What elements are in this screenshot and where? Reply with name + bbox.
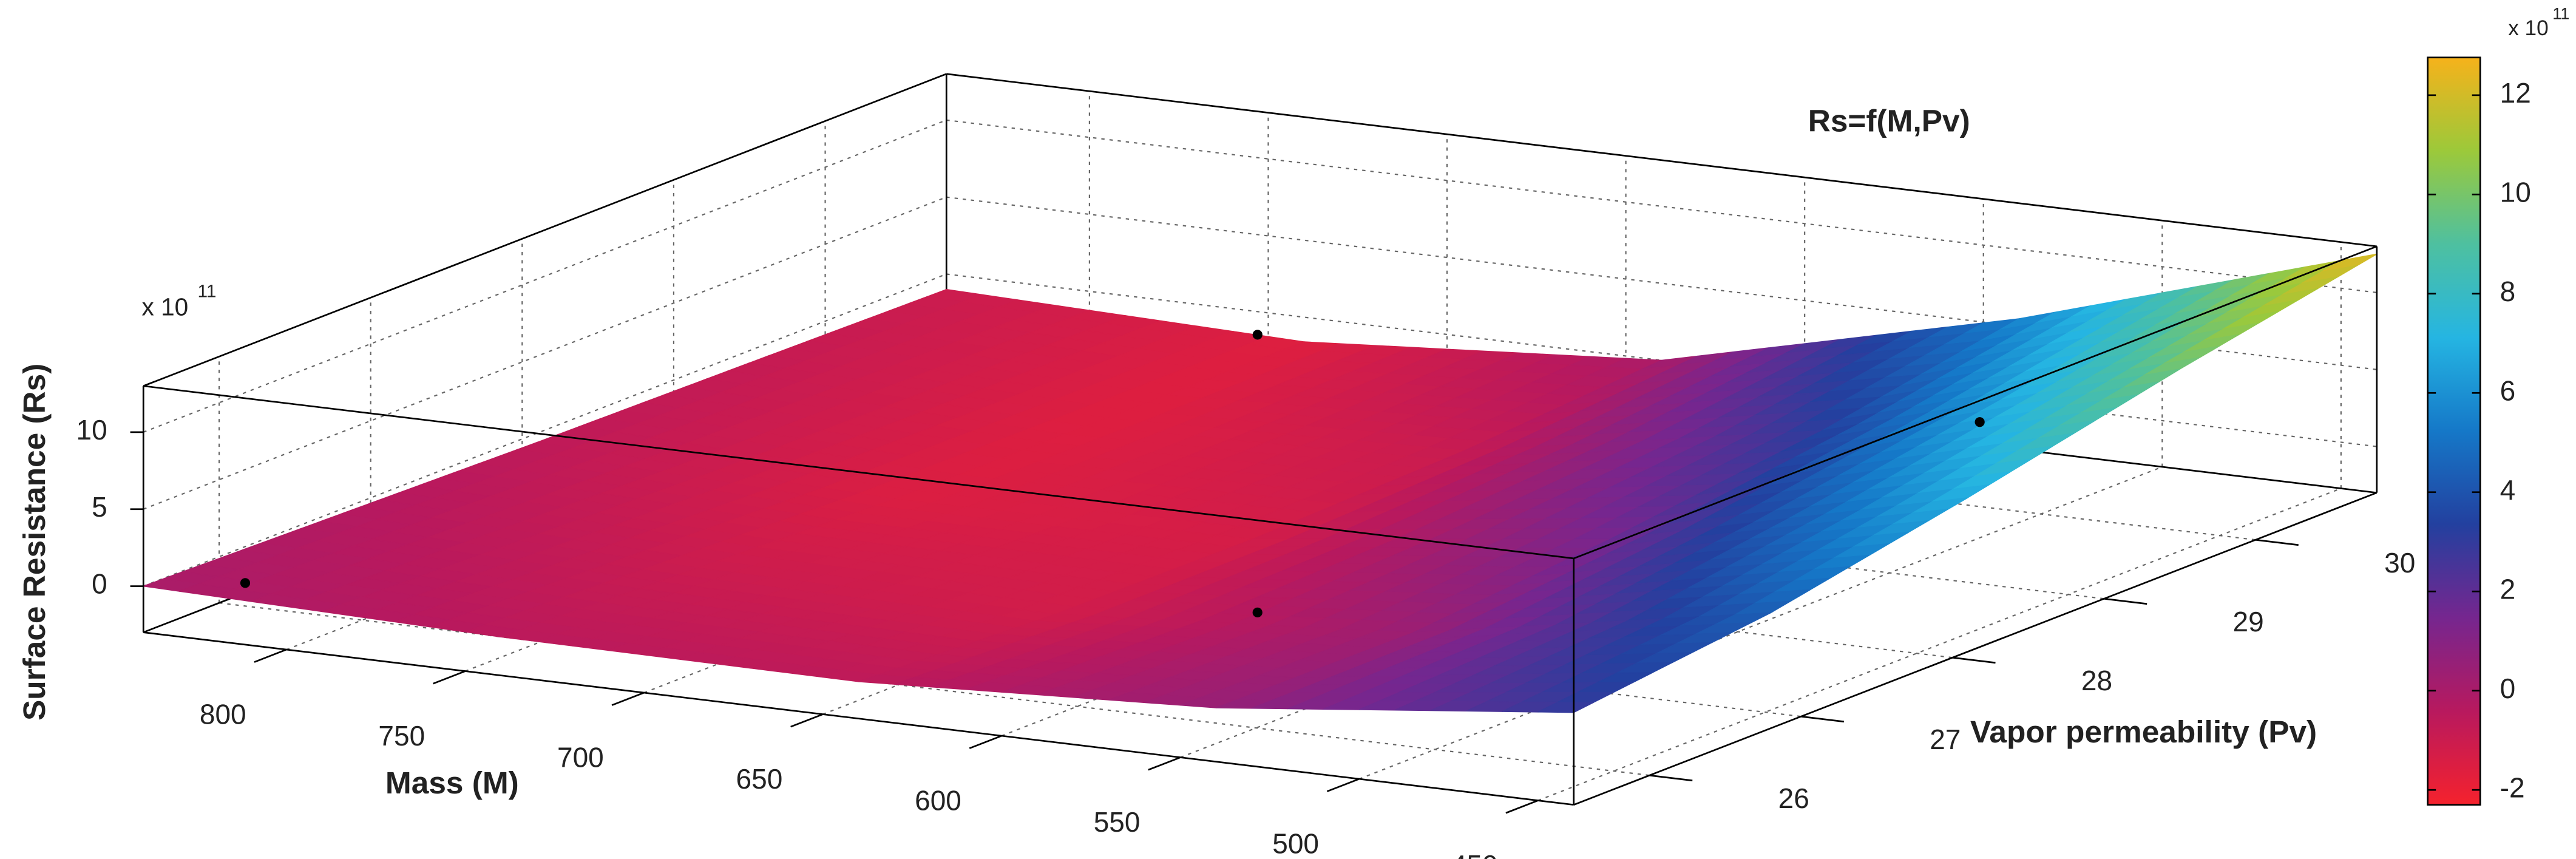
grid-line [946, 273, 2377, 447]
box-edge [143, 631, 1574, 806]
z-tick-label: 5 [92, 491, 107, 523]
y-tick-label: 30 [2384, 547, 2415, 579]
x-tick-label: 750 [378, 720, 425, 752]
y-tick [2255, 538, 2299, 546]
x-tick-label: 500 [1272, 828, 1319, 859]
surface-patch [1537, 701, 1594, 713]
x-tick [790, 713, 824, 728]
x-tick [433, 670, 466, 685]
y-tick-label: 29 [2233, 606, 2264, 637]
x-axis-label: Mass (M) [385, 765, 519, 800]
colorbar-tick-label: 6 [2500, 375, 2516, 406]
z-axis-label: Surface Resistance (Rs) [16, 364, 52, 721]
front-layer: 800 750 700 650 600 550 500 450 26 27 28 29 30 0 5 10 [76, 73, 2415, 859]
x-tick [1326, 778, 1360, 792]
colorbar-tick-label: 12 [2500, 77, 2531, 109]
box-edge [1573, 492, 2378, 806]
x-tick [1148, 756, 1181, 771]
y-tick [1649, 774, 1693, 782]
y-tick [1801, 715, 1845, 723]
colorbar-tick-label: 4 [2500, 474, 2516, 506]
y-tick [1952, 656, 1996, 664]
y-tick-label: 28 [2081, 665, 2112, 696]
y-axis-label: Vapor permeability (Pv) [1970, 714, 2317, 749]
colorbar-exponent-base: x 10 [2508, 16, 2548, 40]
x-tick [969, 735, 1002, 749]
x-tick-label: 800 [200, 699, 246, 730]
data-point [1252, 607, 1263, 617]
z-tick-label: 0 [92, 568, 107, 600]
x-tick [254, 648, 287, 663]
y-tick-label: 26 [1778, 783, 1809, 814]
data-point [1974, 417, 1985, 427]
grid-line [946, 119, 2377, 293]
data-point [240, 578, 251, 588]
colorbar-tick-label: -2 [2500, 772, 2525, 803]
colorbar-exponent-power: 11 [2552, 4, 2569, 22]
z-exponent-power: 11 [198, 281, 217, 301]
y-tick [2104, 597, 2147, 605]
x-tick-label: 700 [557, 742, 604, 773]
x-tick-label: 650 [736, 763, 783, 795]
colorbar-tick-label: 0 [2500, 673, 2516, 704]
data-point [1252, 330, 1263, 340]
colorbar [2427, 56, 2481, 806]
box-edge [143, 73, 947, 387]
colorbar-tick-label: 8 [2500, 276, 2516, 307]
x-tick-label: 450 [1451, 849, 1498, 859]
x-tick [611, 691, 645, 706]
colorbar-tick-label: 10 [2500, 176, 2531, 208]
colorbar-tick-label: 2 [2500, 573, 2516, 605]
surface [143, 253, 2378, 713]
box-edge [143, 385, 1574, 560]
chart-title: Rs=f(M,Pv) [1808, 103, 1970, 138]
x-tick [1505, 800, 1539, 814]
grid-line [219, 602, 1650, 776]
box-edge [946, 73, 2377, 248]
z-exponent-base: x 10 [142, 293, 189, 321]
box-edge [1573, 245, 2378, 560]
x-tick-label: 600 [915, 785, 961, 817]
y-tick-label: 27 [1930, 724, 1961, 755]
x-tick-label: 550 [1094, 806, 1141, 838]
z-tick-label: 10 [76, 414, 107, 446]
